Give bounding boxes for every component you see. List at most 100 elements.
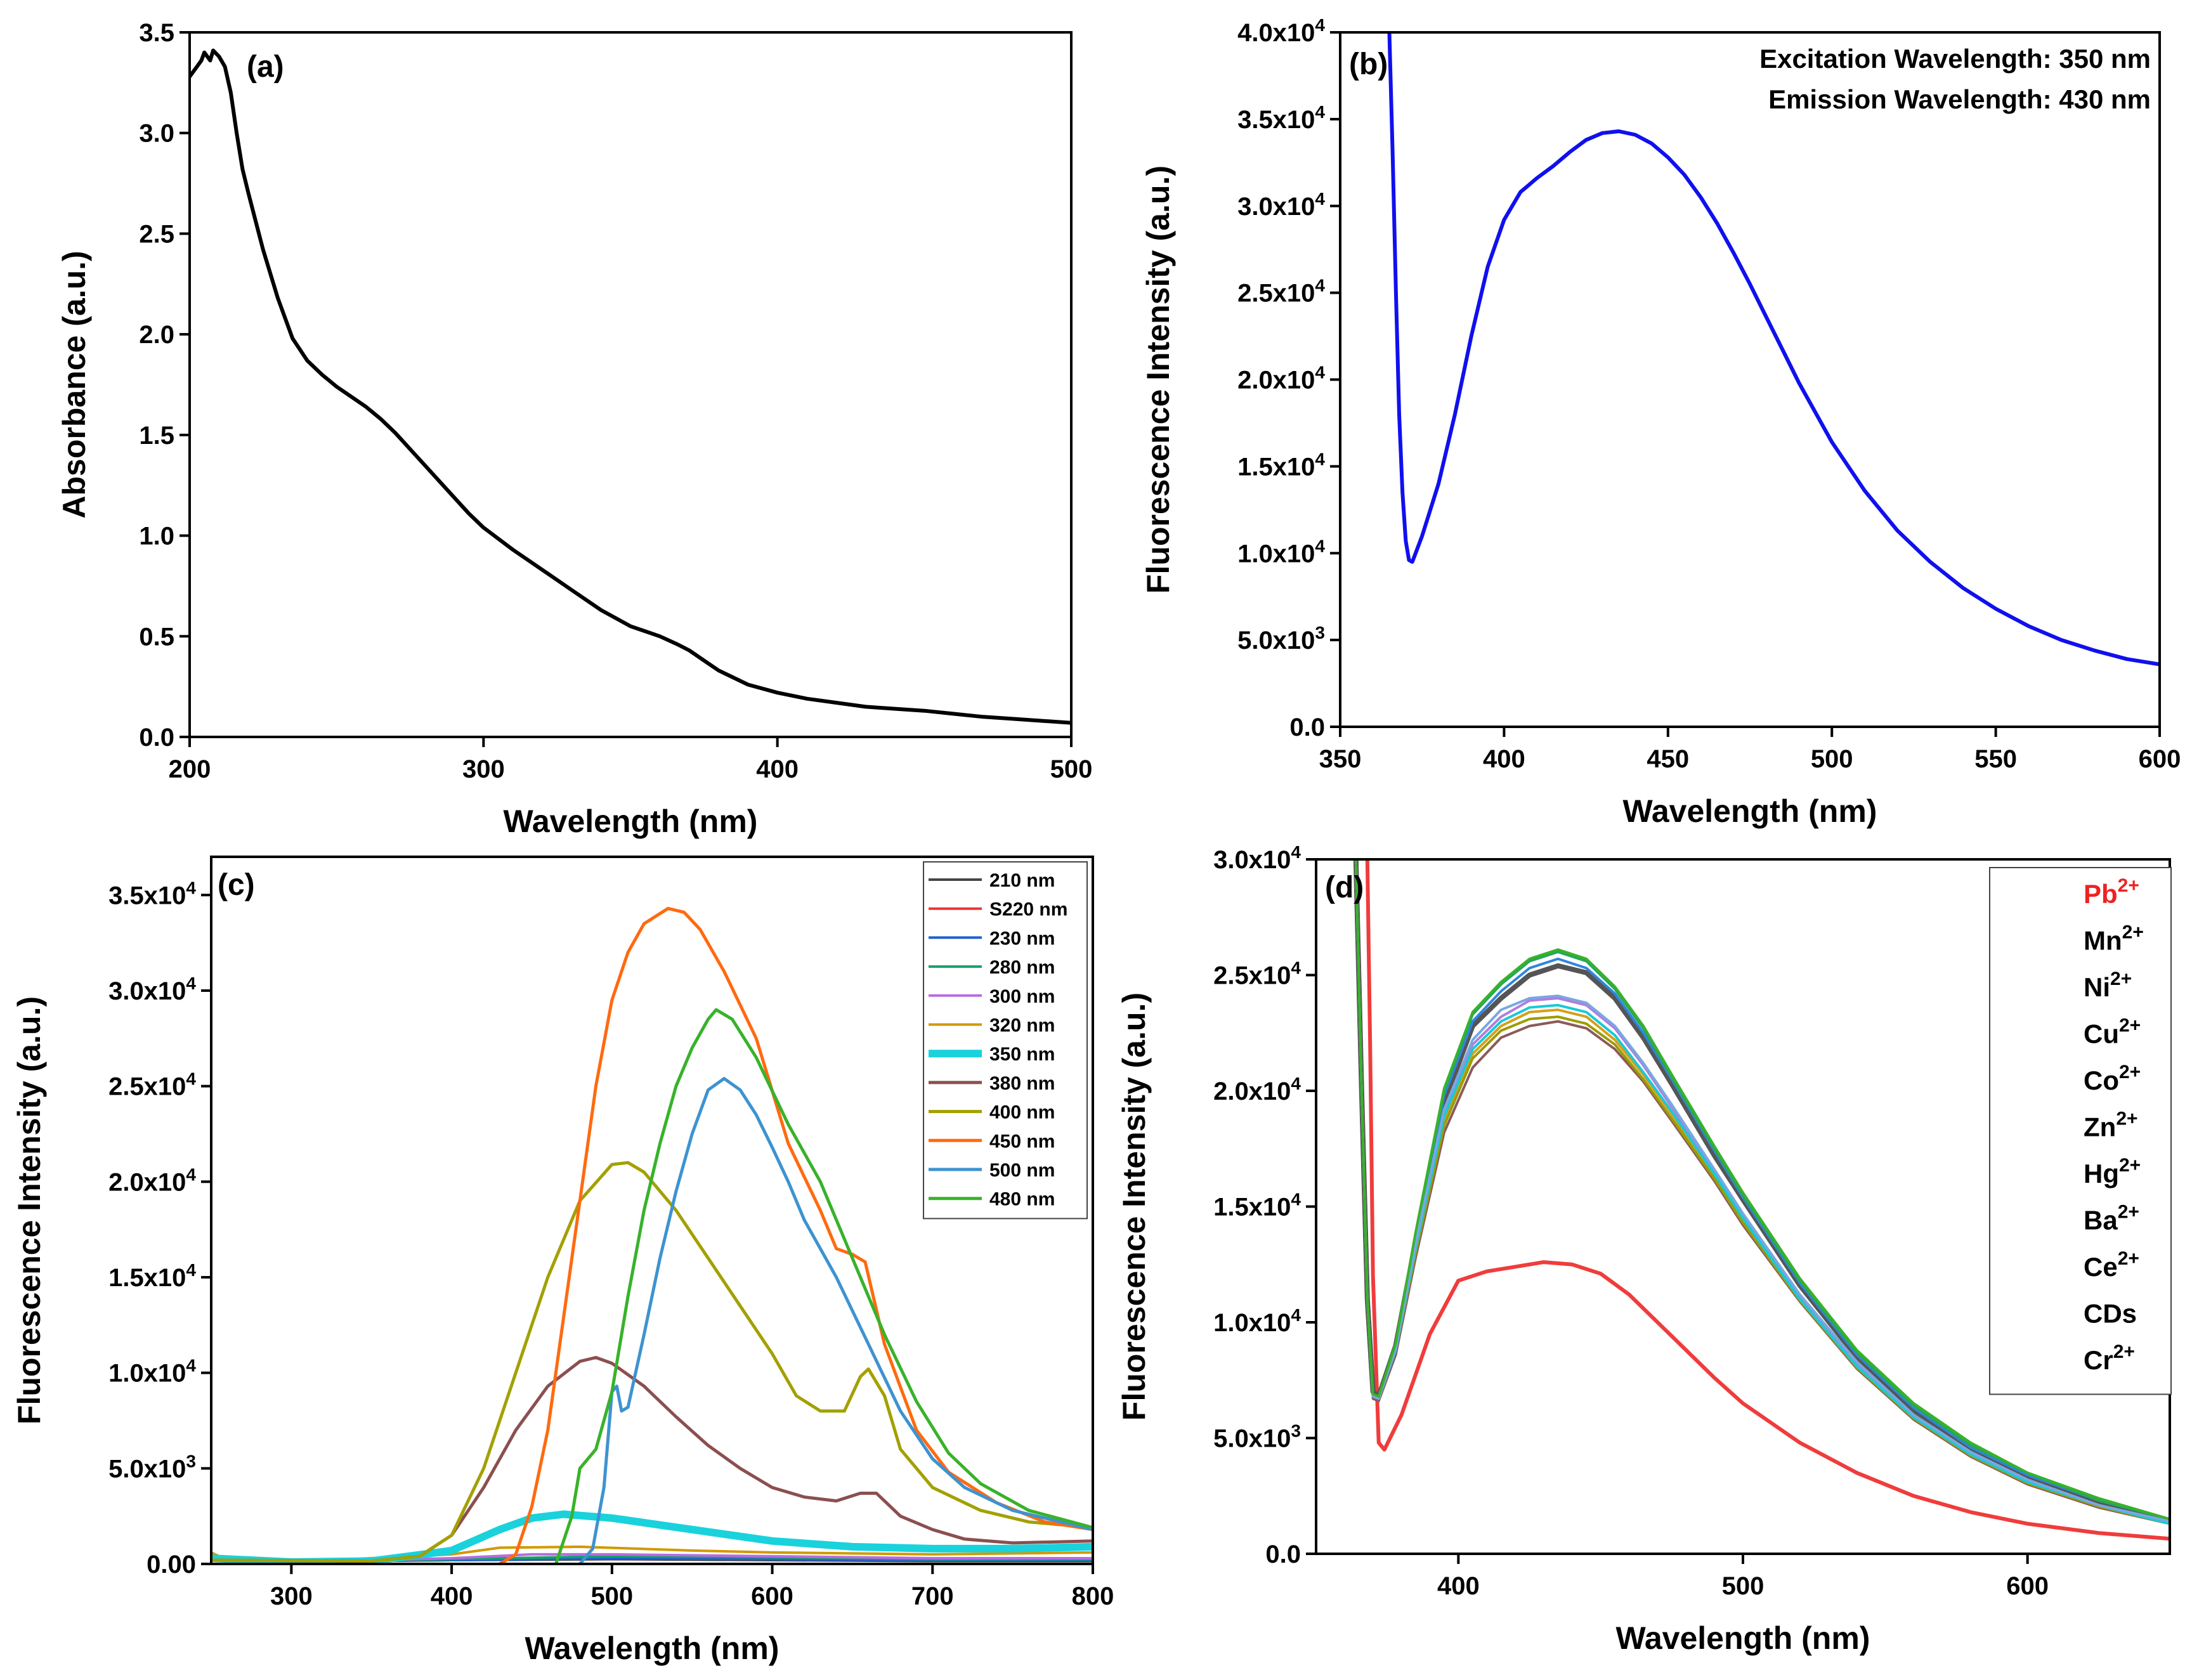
legend-entry: CDs — [2084, 1299, 2137, 1329]
legend-entry: 380 nm — [989, 1073, 1055, 1094]
annotation-text: Excitation Wavelength: 350 nm — [1759, 44, 2151, 74]
series-line-0 — [190, 48, 1071, 725]
y-tick-label: 0.0 — [1289, 713, 1325, 741]
legend-entry: Cr2+ — [2084, 1341, 2135, 1375]
y-tick-label: 1.5x104 — [1237, 449, 1325, 481]
legend-entry: Hg2+ — [2084, 1155, 2141, 1188]
panel-label: (a) — [247, 50, 284, 84]
x-tick-label: 200 — [169, 755, 211, 783]
series-group — [211, 906, 1093, 1564]
y-tick-label: 5.0x103 — [1237, 623, 1325, 654]
y-tick-label: 0.0 — [1265, 1540, 1301, 1568]
y-axis-label: Fluorescence Intensity (a.u.) — [11, 996, 47, 1424]
x-tick-label: 300 — [462, 755, 505, 783]
y-tick-label: 3.0x104 — [1237, 189, 1325, 221]
y-tick-label: 3.5x104 — [1237, 102, 1325, 134]
series-group — [190, 48, 1071, 725]
legend-entry: Pb2+ — [2084, 875, 2139, 909]
series-line-11 — [554, 1008, 1093, 1564]
x-tick-label: 600 — [2006, 1572, 2049, 1600]
y-tick-label: 3.0x104 — [1213, 842, 1301, 874]
panel-c-excitation-series-chart: 300 400 500 600 700 800 0.00 5.0x103 1.0x104 1.5x… — [11, 856, 1114, 1666]
y-tick-label: 2.5 — [139, 220, 174, 248]
y-tick-label: 3.0 — [139, 120, 174, 148]
y-tick-label: 3.5 — [139, 19, 174, 47]
legend-entry: 450 nm — [989, 1131, 1055, 1152]
series-line-10 — [1354, 859, 2170, 1521]
series-group — [1387, 32, 2160, 667]
x-tick-label: 500 — [1050, 755, 1093, 783]
panel-d-metal-ion-chart: 400 500 600 0.0 5.0x103 1.0x104 1.5x104 2.0x104… — [1116, 842, 2172, 1656]
legend-entry: 320 nm — [989, 1015, 1055, 1036]
panel-label: (d) — [1325, 871, 1364, 904]
legend-entry: Zn2+ — [2084, 1109, 2138, 1142]
panel-b-fluorescence-chart: 350 400 450 500 550 600 0.0 5.0x103 1.0x104 1.5x1… — [1140, 15, 2181, 829]
y-tick-label: 1.0 — [139, 523, 174, 550]
x-tick-label: 400 — [1483, 745, 1525, 773]
x-tick-label: 500 — [590, 1582, 633, 1610]
series-line-8 — [211, 1161, 1093, 1563]
y-axis-label: Fluorescence Intensity (a.u.) — [1116, 993, 1152, 1421]
legend-entry: Mn2+ — [2084, 922, 2144, 956]
legend-entry: 280 nm — [989, 957, 1055, 978]
y-tick-label: 5.0x103 — [1213, 1421, 1301, 1453]
y-tick-label: 2.5x104 — [108, 1069, 196, 1101]
series-line-10 — [578, 1077, 1093, 1564]
x-tick-label: 400 — [431, 1582, 473, 1610]
legend-entry: 500 nm — [989, 1160, 1055, 1181]
x-tick-label: 500 — [1722, 1572, 1765, 1600]
x-axis-label: Wavelength (nm) — [1623, 793, 1877, 829]
series-group — [1353, 859, 2170, 1541]
y-tick-label: 5.0x103 — [108, 1451, 196, 1483]
y-tick-label: 3.0x104 — [108, 973, 196, 1005]
x-tick-label: 550 — [1974, 745, 2017, 773]
legend-entry: 350 nm — [989, 1044, 1055, 1065]
y-tick-label: 1.5x104 — [108, 1260, 196, 1292]
legend-box — [923, 861, 1088, 1220]
panel-label: (b) — [1349, 48, 1388, 81]
x-tick-label: 500 — [1811, 745, 1853, 773]
legend-entry: 300 nm — [989, 986, 1055, 1007]
x-tick-label: 700 — [911, 1582, 954, 1610]
y-tick-label: 2.0x104 — [1237, 363, 1325, 394]
y-tick-label: 0.0 — [139, 724, 174, 752]
panel-a-absorbance-chart: 200 300 400 500 0.0 0.5 1.0 1.5 2.0 2.5 3.0 3.5 Wave… — [56, 19, 1092, 839]
y-tick-label: 2.0x104 — [108, 1164, 196, 1196]
annotation-text: Emission Wavelength: 430 nm — [1768, 84, 2151, 114]
legend-entry: 480 nm — [989, 1189, 1055, 1210]
y-tick-label: 0.5 — [139, 623, 174, 651]
legend-entry: S220 nm — [989, 899, 1067, 920]
x-tick-label: 400 — [756, 755, 799, 783]
y-axis-label: Absorbance (a.u.) — [56, 251, 92, 518]
legend-entry: Ba2+ — [2084, 1202, 2139, 1235]
plot-frame — [210, 856, 1094, 1565]
x-axis-label: Wavelength (nm) — [504, 804, 758, 839]
x-tick-label: 600 — [2139, 745, 2181, 773]
legend: 210 nm S220 nm 230 nm 280 nm 300 nm 320 nm 350… — [923, 861, 1088, 1220]
x-tick-label: 800 — [1072, 1582, 1114, 1610]
series-line-0 — [1387, 32, 2160, 667]
x-tick-label: 600 — [751, 1582, 793, 1610]
y-tick-label: 2.0x104 — [1213, 1074, 1301, 1105]
y-tick-label: 1.0x104 — [1237, 536, 1325, 568]
y-tick-label: 2.5x104 — [1213, 958, 1301, 990]
x-tick-label: 450 — [1647, 745, 1689, 773]
y-tick-label: 2.0 — [139, 321, 174, 349]
x-axis-label: Wavelength (nm) — [1616, 1620, 1870, 1656]
series-line-0 — [1365, 859, 2170, 1541]
x-tick-label: 400 — [1437, 1572, 1480, 1600]
y-tick-label: 1.5x104 — [1213, 1190, 1301, 1221]
y-tick-label: 0.00 — [147, 1551, 196, 1579]
plot-frame — [188, 31, 1073, 738]
x-tick-label: 350 — [1319, 745, 1362, 773]
y-tick-label: 4.0x104 — [1237, 15, 1325, 47]
legend-entry: 230 nm — [989, 928, 1055, 949]
legend-box — [1989, 867, 2172, 1395]
legend-entry: Co2+ — [2084, 1062, 2141, 1095]
series-line-9 — [1354, 859, 2170, 1523]
y-tick-label: 1.5 — [139, 422, 174, 450]
legend-entry: Cu2+ — [2084, 1015, 2141, 1049]
series-line-9 — [498, 906, 1093, 1564]
x-axis-label: Wavelength (nm) — [525, 1631, 780, 1666]
